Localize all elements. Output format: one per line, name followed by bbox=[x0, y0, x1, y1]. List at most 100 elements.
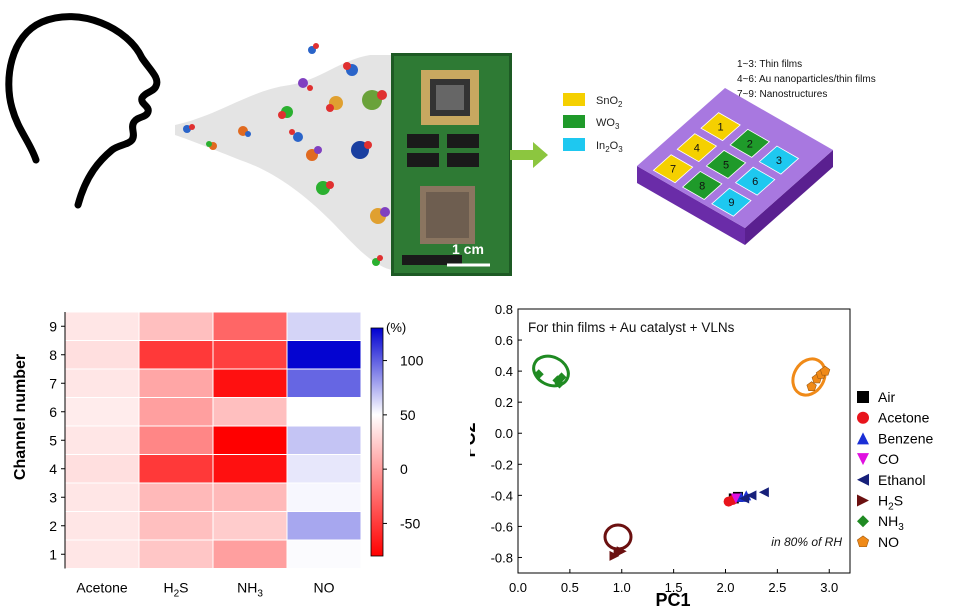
chip-pad-number-6: 6 bbox=[752, 176, 758, 188]
y-tick-label: 0.6 bbox=[495, 333, 513, 348]
heatmap-cell bbox=[64, 539, 140, 569]
chip-pad-8 bbox=[681, 170, 723, 200]
heatmap-cell bbox=[212, 511, 288, 541]
colorbar-unit-label: (%) bbox=[386, 320, 406, 335]
cluster-no bbox=[791, 357, 827, 397]
pca-scatter-chart: 0.8 0.6 0.4 0.2 0.0 -0.2 -0.4 -0.6 -0.8 0.0 0.5 1.… bbox=[470, 302, 933, 610]
chip-pad-5 bbox=[705, 149, 747, 179]
heatmap-cell bbox=[138, 454, 214, 484]
y-tick-label: 0.4 bbox=[495, 364, 513, 379]
y-axis-label: PC2 bbox=[470, 422, 479, 457]
heatmap-cell bbox=[286, 482, 362, 512]
legend-marker bbox=[857, 515, 869, 528]
legend-swatch-wo3 bbox=[563, 115, 585, 128]
heatmap-cell bbox=[212, 454, 288, 484]
y-tick-label: -0.2 bbox=[491, 457, 513, 472]
heatmap-y-tick-8: 8 bbox=[49, 347, 57, 363]
data-point bbox=[758, 487, 769, 498]
legend-label: H2S bbox=[878, 493, 903, 513]
legend-label: NO bbox=[878, 534, 899, 550]
heatmap-cell bbox=[138, 511, 214, 541]
colorbar-tick: 50 bbox=[400, 407, 416, 423]
heatmap-cell bbox=[138, 482, 214, 512]
data-point bbox=[739, 493, 750, 504]
heatmap-cell bbox=[286, 454, 362, 484]
chip-pad-number-2: 2 bbox=[747, 138, 753, 150]
y-tick-label: -0.6 bbox=[491, 519, 513, 534]
chip-pad-9 bbox=[711, 187, 752, 217]
legend-label: Ethanol bbox=[878, 472, 925, 488]
chip-pad-1 bbox=[700, 112, 741, 142]
data-point bbox=[533, 369, 544, 380]
heatmap-cell bbox=[286, 511, 362, 541]
heatmap-cell bbox=[64, 482, 140, 512]
chip-pad-number-5: 5 bbox=[723, 159, 729, 171]
heatmap-cell bbox=[64, 311, 140, 341]
heatmap-cell bbox=[64, 368, 140, 398]
data-point bbox=[730, 493, 741, 504]
heatmap-y-tick-1: 1 bbox=[49, 546, 57, 562]
y-tick-label: 0.8 bbox=[495, 302, 513, 317]
heatmap-cell bbox=[286, 368, 362, 398]
legend-marker bbox=[857, 411, 869, 424]
colorbar bbox=[370, 327, 384, 557]
data-point bbox=[616, 546, 627, 557]
heatmap-cell bbox=[286, 425, 362, 455]
x-tick-label: 2.0 bbox=[716, 580, 734, 595]
heatmap-cell bbox=[212, 311, 288, 341]
legend-label-wo3: WO3 bbox=[596, 117, 620, 131]
human-head-outline bbox=[5, 13, 161, 209]
legend-marker bbox=[857, 473, 869, 486]
y-tick-label: 0.2 bbox=[495, 395, 513, 410]
chip-pad-number-3: 3 bbox=[776, 155, 782, 167]
legend-label: Benzene bbox=[878, 430, 933, 446]
legend-label-sno2: SnO2 bbox=[596, 95, 623, 109]
heatmap-cell bbox=[138, 340, 214, 370]
heatmap-cell bbox=[64, 340, 140, 370]
legend-label: Acetone bbox=[878, 410, 930, 426]
x-tick-label: 2.5 bbox=[768, 580, 786, 595]
legend-label: Air bbox=[878, 389, 895, 405]
heatmap-cell bbox=[286, 311, 362, 341]
heatmap-x-tick: NH3 bbox=[237, 580, 263, 600]
data-point bbox=[746, 490, 757, 501]
heatmap-cell bbox=[138, 397, 214, 427]
heatmap-cell bbox=[212, 340, 288, 370]
heatmap-cell bbox=[138, 425, 214, 455]
heatmap-cell bbox=[286, 340, 362, 370]
heatmap-cell bbox=[212, 425, 288, 455]
heatmap-y-tick-5: 5 bbox=[49, 432, 57, 448]
heatmap-cell bbox=[212, 397, 288, 427]
heatmap-x-tick: Acetone bbox=[76, 580, 128, 596]
legend-swatch-in2o3 bbox=[563, 138, 585, 151]
cluster-ellipses bbox=[532, 354, 827, 551]
heatmap-x-tick: NO bbox=[314, 580, 335, 596]
heatmap-y-tick-7: 7 bbox=[49, 375, 57, 391]
chip-note-1: 1~3: Thin films bbox=[737, 59, 802, 70]
heatmap-cell bbox=[138, 368, 214, 398]
chip-pad-number-8: 8 bbox=[699, 180, 705, 192]
heatmap-cell bbox=[64, 454, 140, 484]
y-tick-label: -0.4 bbox=[491, 488, 513, 503]
chip-pad-number-1: 1 bbox=[718, 122, 724, 134]
gas-molecules bbox=[183, 43, 390, 266]
flow-arrow bbox=[510, 142, 548, 168]
chip-pad-3 bbox=[758, 145, 800, 175]
heatmap-y-tick-3: 3 bbox=[49, 489, 57, 505]
heatmap-cell bbox=[64, 511, 140, 541]
heatmap-cell bbox=[138, 539, 214, 569]
chip-pad-number-4: 4 bbox=[694, 143, 700, 155]
legend-marker bbox=[857, 432, 869, 445]
heatmap-cell bbox=[212, 539, 288, 569]
colorbar-tick: 0 bbox=[400, 461, 408, 477]
data-point bbox=[819, 365, 831, 376]
heatmap-y-tick-9: 9 bbox=[49, 318, 57, 334]
x-tick-label: 3.0 bbox=[820, 580, 838, 595]
heatmap-chart: 1 2 3 4 5 6 7 8 9 Acetone H2S NH3 NO Channel number… bbox=[12, 311, 424, 600]
x-tick-label: 1.0 bbox=[613, 580, 631, 595]
chip-note-3: 7~9: Nanostructures bbox=[737, 89, 827, 100]
legend-marker bbox=[857, 453, 869, 466]
data-point bbox=[554, 378, 565, 389]
y-tick-label: 0.0 bbox=[495, 426, 513, 441]
breath-sensing-illustration: 1 cm SnO2 WO3 In2O3 1~3: Thin films 4~6:… bbox=[5, 13, 876, 276]
